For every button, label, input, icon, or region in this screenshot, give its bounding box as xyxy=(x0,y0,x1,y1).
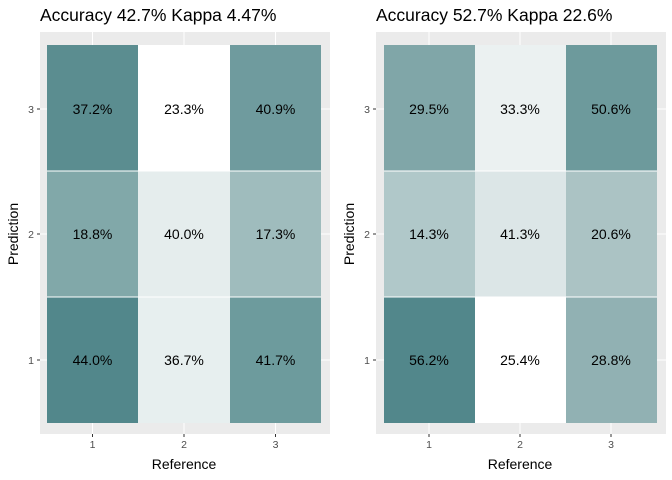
tile-ref2-pred3 xyxy=(138,45,230,171)
tile-ref3-pred2 xyxy=(230,171,321,297)
cell-label-ref2-pred2: 41.3% xyxy=(500,226,540,242)
x-axis-title: Reference xyxy=(152,456,217,472)
tile-ref2-pred1 xyxy=(475,297,566,423)
y-axis: 1 2 3 Prediction xyxy=(341,104,376,367)
cell-label-ref3-pred3: 40.9% xyxy=(256,101,296,117)
cell-label-ref2-pred1: 36.7% xyxy=(164,352,204,368)
cell-label-ref1-pred2: 14.3% xyxy=(409,226,449,242)
cell-label-ref1-pred3: 29.5% xyxy=(409,101,449,117)
x-tick-label-1: 1 xyxy=(90,439,96,451)
cell-labels: 56.2% 25.4% 28.8% 14.3% 41.3% 20.6% 29.5… xyxy=(409,101,631,368)
chart-title: Accuracy 52.7% Kappa 22.6% xyxy=(376,5,612,25)
x-tick-label-3: 3 xyxy=(608,439,614,451)
chart-title: Accuracy 42.7% Kappa 4.47% xyxy=(40,5,276,25)
tile-ref3-pred2 xyxy=(566,171,657,297)
tile-ref1-pred3 xyxy=(47,45,138,171)
y-tick-label-1: 1 xyxy=(28,355,34,367)
cell-label-ref3-pred2: 17.3% xyxy=(256,226,296,242)
cell-label-ref2-pred1: 25.4% xyxy=(500,352,540,368)
x-tick-label-2: 2 xyxy=(517,439,523,451)
cell-label-ref3-pred1: 28.8% xyxy=(591,352,631,368)
cell-label-ref2-pred2: 40.0% xyxy=(164,226,204,242)
y-axis-title: Prediction xyxy=(341,203,357,265)
cell-label-ref1-pred1: 56.2% xyxy=(409,352,449,368)
cell-label-ref3-pred2: 20.6% xyxy=(591,226,631,242)
y-tick-label-2: 2 xyxy=(28,229,34,241)
cell-label-ref2-pred3: 33.3% xyxy=(500,101,540,117)
x-tick-label-1: 1 xyxy=(426,439,432,451)
y-tick-label-2: 2 xyxy=(364,229,370,241)
y-tick-label-3: 3 xyxy=(28,104,34,116)
tile-ref2-pred2 xyxy=(138,171,230,297)
tile-ref2-pred3 xyxy=(475,45,566,171)
tile-ref1-pred1 xyxy=(47,297,138,423)
tile-ref1-pred3 xyxy=(384,45,475,171)
tile-ref3-pred1 xyxy=(230,297,321,423)
y-axis: 1 2 3 Prediction xyxy=(5,104,40,367)
chart-panel-1: Accuracy 42.7% Kappa 4.47% 44.0% 36.7% xyxy=(5,5,330,472)
y-tick-label-3: 3 xyxy=(364,104,370,116)
y-tick-label-1: 1 xyxy=(364,355,370,367)
x-axis: 1 2 3 Reference xyxy=(426,434,614,472)
heatmap-tiles xyxy=(384,45,657,423)
heatmap-tiles xyxy=(47,45,321,423)
cell-label-ref2-pred3: 23.3% xyxy=(164,101,204,117)
cell-label-ref1-pred3: 37.2% xyxy=(73,101,113,117)
tile-ref1-pred2 xyxy=(47,171,138,297)
tile-ref3-pred1 xyxy=(566,297,657,423)
cell-label-ref3-pred3: 50.6% xyxy=(591,101,631,117)
cell-label-ref1-pred2: 18.8% xyxy=(73,226,113,242)
tile-ref3-pred3 xyxy=(230,45,321,171)
x-axis: 1 2 3 Reference xyxy=(90,434,279,472)
x-tick-label-2: 2 xyxy=(181,439,187,451)
tile-ref2-pred1 xyxy=(138,297,230,423)
x-tick-label-3: 3 xyxy=(273,439,279,451)
cell-label-ref3-pred1: 41.7% xyxy=(256,352,296,368)
cell-labels: 44.0% 36.7% 41.7% 18.8% 40.0% 17.3% 37.2… xyxy=(73,101,296,368)
y-axis-title: Prediction xyxy=(5,203,21,265)
tile-ref1-pred2 xyxy=(384,171,475,297)
cell-label-ref1-pred1: 44.0% xyxy=(73,352,113,368)
tile-ref2-pred2 xyxy=(475,171,566,297)
x-axis-title: Reference xyxy=(488,456,553,472)
tile-ref3-pred3 xyxy=(566,45,657,171)
tile-ref1-pred1 xyxy=(384,297,475,423)
chart-panel-2: Accuracy 52.7% Kappa 22.6% 56.2% 25.4% xyxy=(341,5,666,472)
